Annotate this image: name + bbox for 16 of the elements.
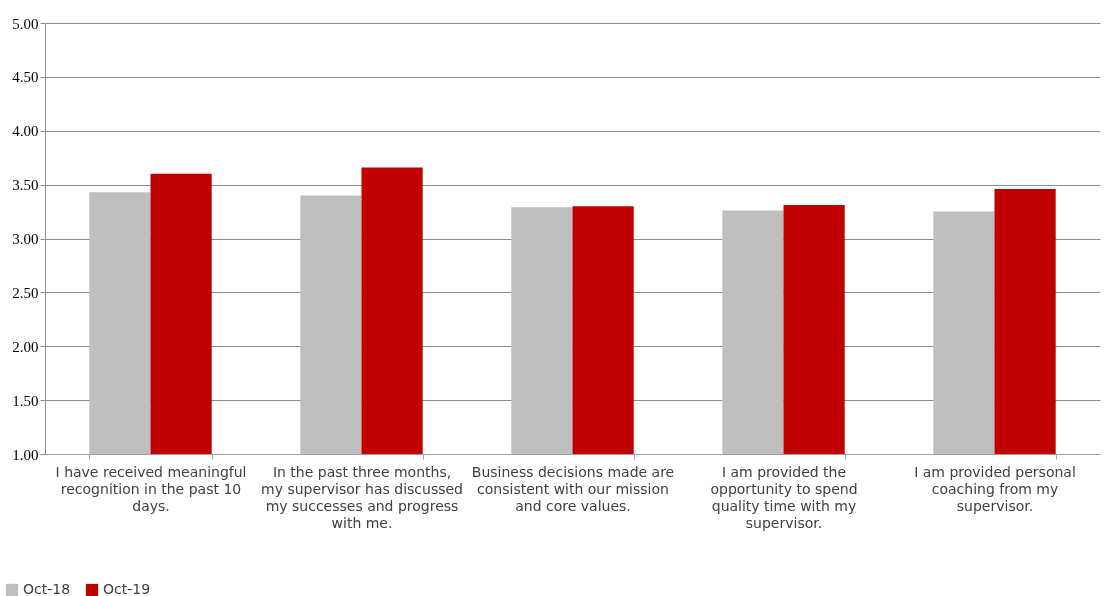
x-tick-label: I have received meaningful recognition in the past 10 days. (55, 463, 247, 514)
legend-label: Oct-19 (103, 581, 151, 596)
y-tick-label: 3.50 (12, 177, 39, 194)
y-tick-label: 2.50 (12, 284, 39, 301)
y-tick-label: 1.00 (12, 446, 39, 463)
y-tick-label: 4.50 (12, 69, 39, 86)
y-tick-label: 5.00 (12, 15, 39, 32)
y-tick-label: 3.00 (12, 231, 39, 247)
x-tick-label: I am provided personal coaching from my supervisor. (914, 463, 1076, 514)
y-tick-label: 2.00 (12, 338, 39, 355)
y-tick-label: 4.00 (12, 123, 39, 140)
x-tick-label: I am provided the opportunity to spend quality time with my supervisor. (710, 463, 858, 531)
x-tick-label: Business decisions made are consistent with our mission and core values. (471, 463, 675, 514)
y-tick-label: 1.50 (12, 392, 39, 409)
legend-label: Oct-18 (23, 581, 71, 596)
x-tick-label: In the past three months, my supervisor has discussed my successes and progress with me. (261, 463, 463, 531)
